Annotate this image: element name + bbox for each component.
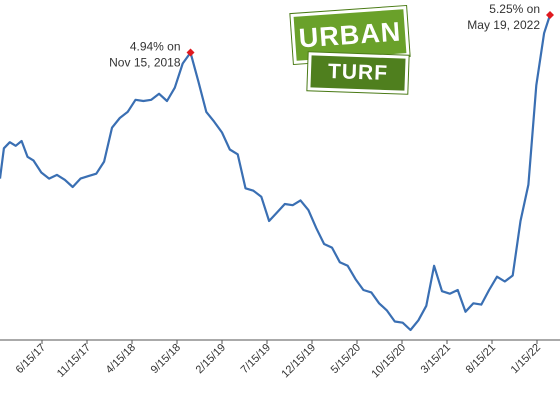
x-tick-label: 7/15/19 xyxy=(239,342,273,376)
logo-word-turf: TURF xyxy=(327,59,389,86)
logo-word-urban: URBAN xyxy=(297,15,403,54)
x-axis: 1/15/17 6/15/17 11/15/17 4/15/18 9/15/18 2/15… xyxy=(0,339,560,381)
peak-marker xyxy=(546,11,554,19)
annotation-label: 5.25% on xyxy=(489,2,540,16)
x-tick-label: 1/15/17 xyxy=(0,342,3,376)
x-tick-label: 2/15/19 xyxy=(194,342,228,376)
x-tick-label: 5/15/20 xyxy=(329,342,363,376)
rate-series-line xyxy=(0,14,552,332)
x-tick-label: 6/15/17 xyxy=(14,342,48,376)
x-tick-label: 12/15/19 xyxy=(279,342,318,381)
annotation-label: 4.94% on xyxy=(130,40,181,54)
x-tick-label: 1/15/22 xyxy=(509,342,543,376)
x-tick-label: 8/15/21 xyxy=(464,342,498,376)
logo-turf-sign: TURF xyxy=(307,52,409,94)
x-tick-label: 10/15/20 xyxy=(369,342,408,381)
x-tick-label: 4/15/18 xyxy=(104,342,138,376)
x-tick-label: 11/15/17 xyxy=(55,342,93,380)
annotation-label: May 19, 2022 xyxy=(467,18,540,32)
peak-marker xyxy=(186,48,195,57)
x-tick-label: 9/15/18 xyxy=(149,342,183,376)
annotations: 4.94% on Nov 15, 2018 5.25% on May 19, 2022 xyxy=(109,2,554,70)
x-tick-label: 3/15/21 xyxy=(419,342,453,376)
annotation-label: Nov 15, 2018 xyxy=(109,56,181,70)
urbanturf-logo: URBAN TURF xyxy=(290,6,410,100)
